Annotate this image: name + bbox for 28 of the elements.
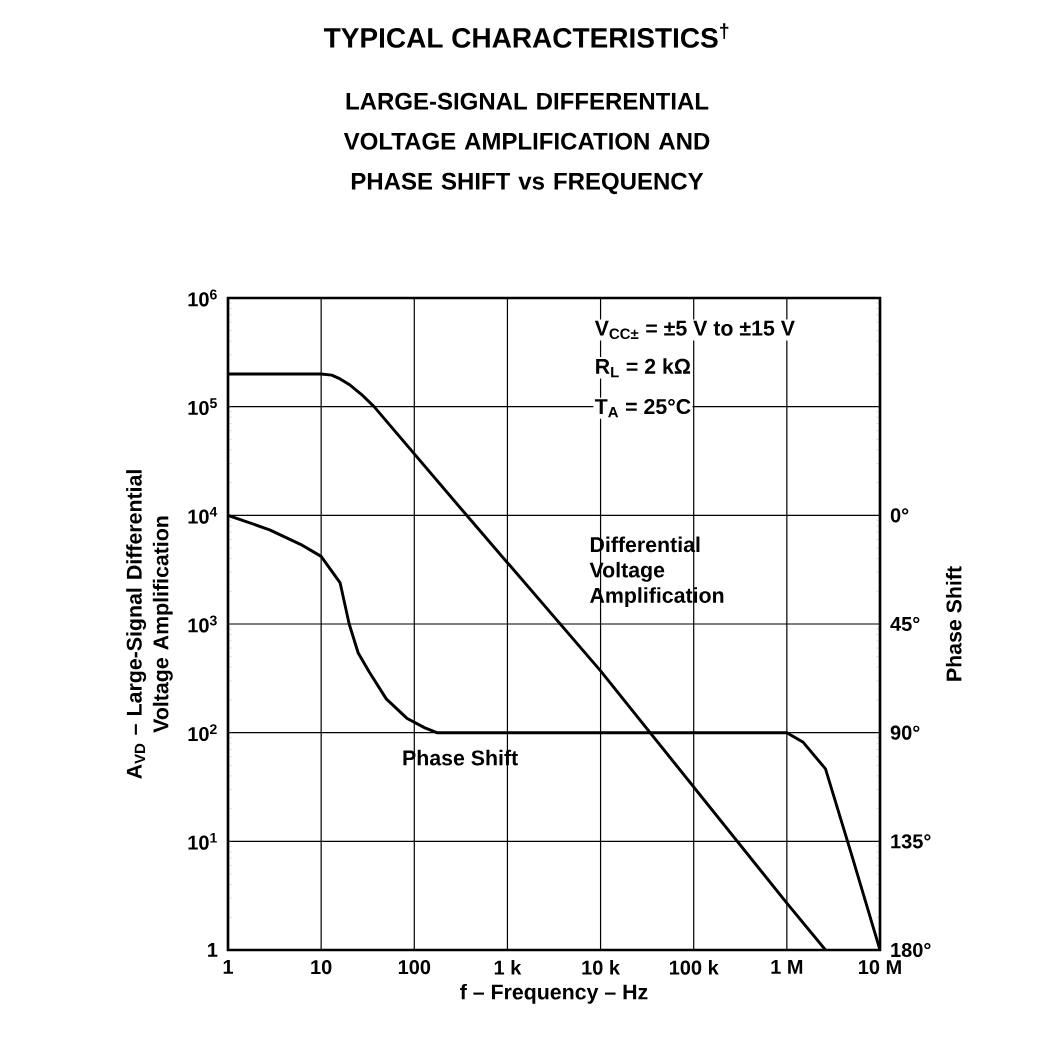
x-axis-title: f – Frequency – Hz [460,983,648,1004]
x-tick-label: 100 k [669,960,719,975]
y-tick-label: 10$^{3}$ [188,615,217,633]
annotation: R$_{L}$ = 2 kΩ [596,358,691,378]
x-tick-label: 10 [311,960,332,975]
chart-subtitle: LARGE-SIGNAL DIFFERENTIAL VOLTAGE AMPLIFICATION AND PHASE SHIFT vs FREQUENCY [343,92,710,195]
chart-title: TYPICAL CHARACTERISTICS$^{†}$ [323,23,729,48]
y2-axis-title: Phase Shift [945,566,962,681]
y2-tick-label: 135° [891,834,931,849]
y2-tick-label: 90° [890,725,920,740]
annotation: V$_{CC±}$ = ±5 V to ±15 V [594,320,795,340]
y2-tick-label: 45° [890,616,920,632]
x-tick-label: 10 k [582,960,621,975]
y-tick-label: 10$^{4}$ [188,506,218,524]
y-axis-title: A$_{VD}$ – Large-Signal Differential Voltage Amplification [126,470,173,779]
y-tick-label: 10$^{6}$ [188,289,217,307]
x-tick-label: 1 M [771,960,803,974]
y2-tick-label: 180° [891,942,931,958]
y-tick-label: 1 [208,943,218,957]
x-tick-label: 1 [223,960,233,974]
y2-tick-label: 0° [890,508,909,523]
x-tick-label: 10 M [859,960,901,975]
y-tick-label: 10$^{1}$ [188,832,217,850]
y-tick-label: 10$^{2}$ [188,724,217,742]
annotation: T$_{A}$ = 25°C [594,399,691,418]
y-tick-label: 10$^{5}$ [188,398,217,416]
x-tick-label: 100 [398,960,431,975]
x-tick-label: 1 k [494,960,522,975]
